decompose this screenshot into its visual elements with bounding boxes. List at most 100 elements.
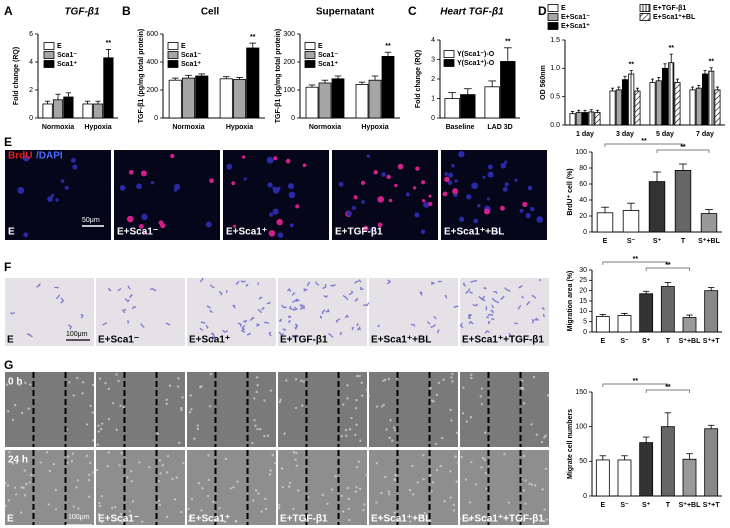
nucleus	[421, 180, 426, 185]
time-label: 24 h	[8, 455, 28, 466]
legend-swatch	[443, 59, 455, 67]
nucleus	[386, 174, 391, 180]
cell	[355, 486, 358, 489]
cell	[356, 323, 359, 327]
bar	[649, 82, 656, 126]
cell	[263, 434, 266, 438]
cell	[87, 478, 91, 482]
y-tick-label: 200	[283, 59, 295, 66]
nucleus	[483, 208, 491, 215]
cell	[503, 453, 506, 456]
bar	[617, 315, 632, 333]
significance: **	[633, 256, 639, 263]
nucleus	[527, 185, 533, 191]
cell	[375, 462, 379, 465]
cell	[158, 503, 162, 506]
cell	[294, 458, 297, 461]
bar	[368, 79, 382, 119]
cell	[251, 441, 254, 445]
nucleus	[50, 193, 55, 198]
cell	[531, 319, 535, 324]
legend-swatch	[304, 42, 316, 50]
cell	[437, 381, 441, 385]
cell	[54, 488, 58, 492]
cell	[480, 387, 484, 390]
cell	[257, 309, 263, 314]
cell	[344, 428, 348, 432]
y-tick-label: 15	[579, 298, 587, 305]
y-tick-label: 100	[575, 424, 587, 431]
panel-letter: B	[122, 4, 131, 18]
legend-swatch	[547, 4, 559, 12]
cell	[91, 411, 94, 414]
cell	[491, 297, 500, 304]
nucleus	[209, 178, 214, 184]
bar	[714, 89, 721, 126]
cell	[197, 481, 201, 485]
nucleus	[205, 221, 212, 228]
micrograph	[369, 278, 458, 346]
cell	[97, 513, 100, 516]
y-tick-label: 1.0	[550, 65, 560, 72]
nucleus	[72, 164, 78, 170]
nucleus	[160, 222, 166, 229]
legend-swatch	[547, 22, 559, 30]
cell	[362, 508, 365, 512]
cell	[257, 282, 260, 286]
cell	[439, 464, 442, 468]
bar	[615, 89, 622, 126]
cell	[196, 424, 199, 427]
cell	[224, 520, 227, 524]
cell	[22, 486, 25, 489]
nucleus	[471, 182, 478, 189]
y-tick-label: 1.5	[550, 37, 560, 44]
cell	[291, 292, 296, 296]
x-tick-label: S⁺	[642, 502, 651, 509]
nucleus	[173, 188, 178, 192]
cell	[47, 503, 50, 506]
image-label: E+TGF-β1	[280, 335, 328, 346]
cell	[278, 400, 282, 404]
cell	[207, 478, 210, 482]
cell	[234, 520, 238, 523]
cell	[321, 493, 325, 497]
cell	[13, 486, 17, 489]
micrograph	[96, 278, 185, 346]
cell	[474, 483, 478, 486]
cell	[367, 395, 371, 398]
nucleus	[388, 198, 393, 203]
cell	[323, 295, 328, 298]
cell	[297, 489, 300, 492]
x-tick-label: 1 day	[576, 131, 594, 138]
cell	[303, 288, 309, 292]
cell	[350, 416, 353, 420]
nucleus	[428, 194, 432, 198]
cell	[165, 322, 171, 326]
cell	[534, 484, 537, 487]
cell	[209, 309, 214, 313]
cell	[278, 331, 284, 336]
cell	[430, 490, 433, 493]
cell	[435, 468, 439, 472]
cell	[462, 282, 467, 287]
x-tick-label: E	[600, 338, 605, 345]
cell	[161, 464, 164, 467]
nucleus	[277, 232, 284, 238]
cell	[4, 504, 7, 508]
bar	[103, 57, 114, 119]
cell	[189, 394, 193, 397]
image-label: E+Sca1⁺	[189, 514, 230, 525]
cell	[193, 437, 196, 440]
cell	[101, 422, 104, 425]
legend-label: Sca1⁺	[57, 61, 77, 68]
cell	[456, 461, 460, 464]
cell	[378, 515, 382, 519]
cell	[98, 377, 102, 380]
cell	[52, 463, 55, 466]
bar	[318, 82, 332, 119]
y-tick-label: 3	[431, 56, 435, 63]
cell	[409, 520, 412, 523]
scale-label: 100μm	[68, 514, 90, 521]
legend-label: Y(Sca1⁻)-O	[457, 51, 495, 58]
cell	[158, 459, 162, 462]
